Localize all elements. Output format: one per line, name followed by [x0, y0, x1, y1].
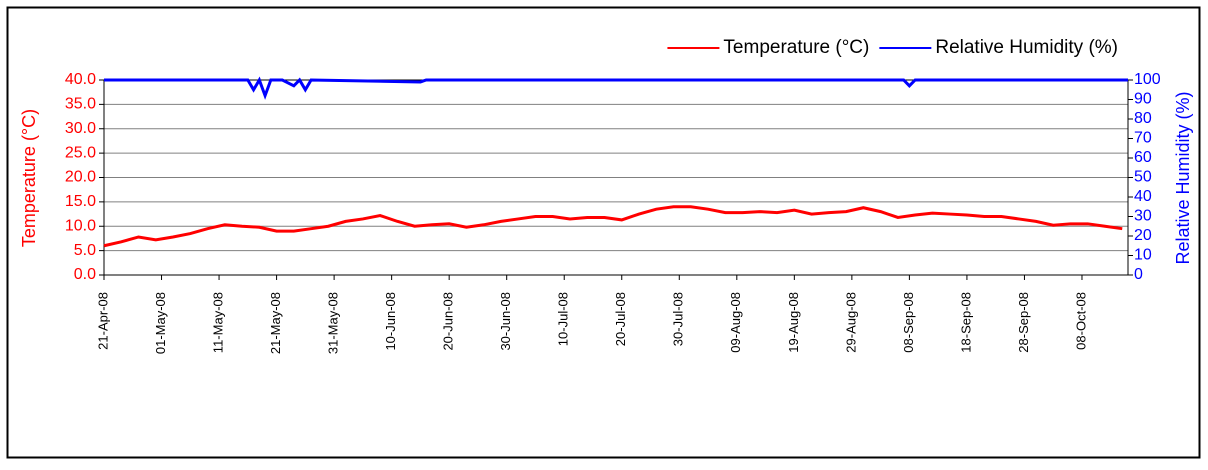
y-tick-label: 35.0 [65, 96, 96, 113]
y2-tick-label: 90 [1134, 91, 1152, 108]
x-tick-label: 01-May-08 [153, 292, 168, 354]
y2-tick-label: 80 [1134, 110, 1152, 127]
y-tick-label: 0.0 [74, 266, 96, 283]
y-axis-title: Temperature (°C) [19, 109, 39, 247]
x-tick-label: 21-Apr-08 [95, 292, 110, 350]
legend-label: Relative Humidity (%) [935, 37, 1118, 58]
y2-tick-label: 0 [1134, 266, 1143, 283]
y-tick-label: 25.0 [65, 144, 96, 161]
x-tick-label: 10-Jul-08 [556, 292, 571, 346]
x-tick-label: 28-Sep-08 [1016, 292, 1031, 353]
y2-tick-label: 40 [1134, 188, 1152, 205]
y2-tick-label: 20 [1134, 227, 1152, 244]
y-tick-label: 40.0 [65, 71, 96, 88]
y-tick-label: 15.0 [65, 193, 96, 210]
y2-tick-label: 30 [1134, 208, 1152, 225]
y2-axis-title: Relative Humidity (%) [1173, 91, 1193, 264]
x-tick-label: 11-May-08 [210, 292, 225, 353]
x-tick-label: 08-Sep-08 [901, 292, 916, 353]
y2-tick-label: 100 [1134, 71, 1161, 88]
x-tick-label: 08-Oct-08 [1073, 292, 1088, 350]
x-tick-label: 18-Sep-08 [958, 292, 973, 353]
y2-tick-label: 70 [1134, 130, 1152, 147]
y2-tick-label: 10 [1134, 247, 1152, 264]
y2-tick-label: 50 [1134, 169, 1152, 186]
x-tick-label: 30-Jun-08 [498, 292, 513, 351]
x-tick-label: 09-Aug-08 [728, 292, 743, 353]
x-tick-label: 29-Aug-08 [843, 292, 858, 353]
series-line [103, 205, 1123, 248]
x-tick-label: 20-Jul-08 [613, 292, 628, 346]
x-tick-label: 19-Aug-08 [786, 292, 801, 353]
legend-label: Temperature (°C) [723, 37, 869, 58]
x-tick-label: 10-Jun-08 [383, 292, 398, 351]
x-tick-label: 31-May-08 [326, 292, 341, 354]
y-tick-label: 20.0 [65, 169, 96, 186]
y-tick-label: 10.0 [65, 217, 96, 234]
frame [6, 6, 1201, 459]
y-tick-label: 30.0 [65, 120, 96, 137]
y2-tick-label: 60 [1134, 149, 1152, 166]
x-tick-label: 30-Jul-08 [671, 292, 686, 346]
x-tick-label: 21-May-08 [268, 292, 283, 354]
y-tick-label: 5.0 [74, 242, 96, 259]
series-line [104, 76, 1128, 100]
x-tick-label: 20-Jun-08 [441, 292, 456, 351]
